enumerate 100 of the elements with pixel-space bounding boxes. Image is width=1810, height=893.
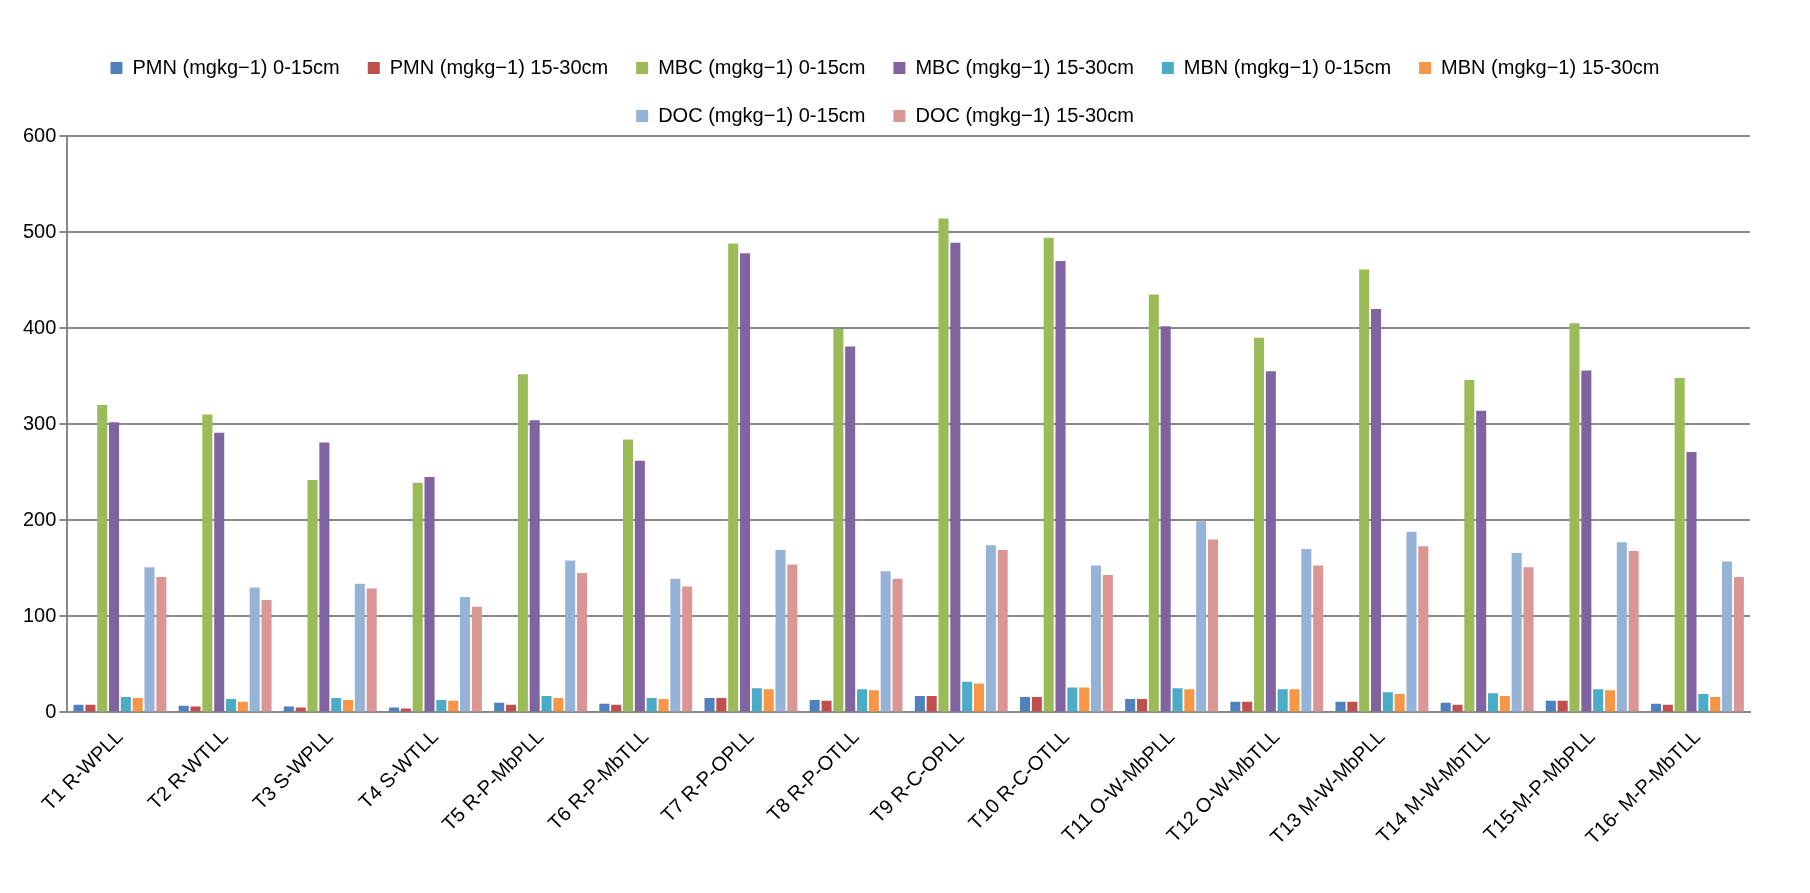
bar bbox=[471, 606, 482, 712]
bar bbox=[1370, 308, 1382, 712]
bar bbox=[1253, 337, 1265, 712]
bar bbox=[1440, 702, 1451, 712]
y-tick-label: 600 bbox=[22, 123, 57, 146]
bar bbox=[1335, 701, 1346, 712]
bar bbox=[1090, 565, 1102, 712]
bar bbox=[132, 697, 143, 712]
bar bbox=[809, 699, 820, 712]
bar bbox=[553, 697, 564, 712]
bar bbox=[1394, 694, 1405, 712]
bar bbox=[565, 560, 576, 712]
bar bbox=[1230, 701, 1241, 712]
bar bbox=[424, 477, 435, 712]
bar bbox=[1452, 704, 1463, 712]
bar bbox=[821, 700, 832, 712]
bar bbox=[541, 696, 552, 712]
legend-label: PMN (mgkg−1) 15-30cm bbox=[389, 55, 609, 78]
bar bbox=[868, 690, 879, 712]
bar bbox=[1067, 687, 1078, 712]
bar bbox=[156, 576, 167, 712]
bar bbox=[892, 578, 903, 712]
bar bbox=[1043, 237, 1054, 712]
bar bbox=[1347, 701, 1358, 712]
bar bbox=[1313, 565, 1324, 712]
bar bbox=[1476, 410, 1487, 712]
y-tick-label: 0 bbox=[45, 699, 57, 722]
bar bbox=[1148, 294, 1159, 712]
bar bbox=[1136, 698, 1148, 712]
bar bbox=[973, 683, 985, 712]
bar bbox=[331, 697, 342, 712]
bar bbox=[412, 482, 423, 712]
bar bbox=[1593, 689, 1604, 712]
y-tick-label: 400 bbox=[22, 315, 57, 338]
bar bbox=[73, 704, 84, 712]
bar bbox=[682, 586, 693, 712]
bar bbox=[436, 699, 447, 712]
bar bbox=[985, 545, 996, 712]
bar bbox=[1301, 549, 1312, 712]
bar bbox=[1545, 700, 1556, 712]
bar bbox=[833, 329, 844, 712]
bar bbox=[448, 700, 459, 712]
bar bbox=[1207, 539, 1219, 712]
bar bbox=[1569, 323, 1580, 712]
legend-label: MBC (mgkg−1) 15-30cm bbox=[915, 55, 1134, 78]
bar bbox=[763, 689, 774, 712]
bar bbox=[120, 697, 131, 712]
bar bbox=[787, 564, 798, 712]
bar bbox=[1418, 546, 1429, 712]
bar bbox=[914, 696, 925, 712]
bar bbox=[599, 703, 610, 712]
bar bbox=[1733, 576, 1744, 712]
y-tick-label: 500 bbox=[22, 219, 57, 242]
y-tick-label: 300 bbox=[22, 411, 57, 434]
bar bbox=[856, 689, 868, 712]
bar bbox=[506, 704, 517, 712]
bar bbox=[1650, 703, 1662, 712]
bar bbox=[366, 588, 377, 712]
bar bbox=[1698, 694, 1709, 712]
bar bbox=[1382, 692, 1393, 712]
bar bbox=[214, 432, 225, 712]
bar bbox=[646, 697, 657, 712]
bar bbox=[880, 571, 891, 712]
bar bbox=[459, 597, 471, 712]
bar bbox=[226, 698, 237, 712]
bar bbox=[1289, 689, 1300, 712]
bar bbox=[1464, 380, 1475, 712]
bar bbox=[962, 681, 973, 712]
bar bbox=[1406, 531, 1417, 712]
bar bbox=[517, 374, 528, 712]
bar bbox=[1055, 260, 1066, 712]
bar bbox=[1581, 370, 1592, 712]
bar bbox=[1242, 701, 1253, 712]
bar bbox=[1277, 689, 1288, 712]
bar bbox=[728, 243, 739, 712]
y-tick-label: 100 bbox=[22, 603, 57, 626]
bar bbox=[1160, 326, 1171, 712]
bar bbox=[634, 460, 645, 712]
bar bbox=[1511, 552, 1522, 712]
bar bbox=[1686, 452, 1697, 712]
bar bbox=[529, 420, 540, 712]
bar bbox=[1125, 698, 1136, 712]
bar bbox=[739, 253, 751, 712]
bar bbox=[1523, 567, 1534, 712]
bar bbox=[494, 702, 505, 712]
bar bbox=[775, 550, 786, 712]
legend-label: PMN (mgkg−1) 0-15cm bbox=[132, 55, 340, 78]
bar bbox=[202, 414, 213, 712]
bar bbox=[1628, 550, 1639, 712]
bar bbox=[1102, 575, 1113, 712]
bar bbox=[1265, 371, 1276, 712]
bar bbox=[85, 704, 96, 712]
bar bbox=[319, 442, 330, 712]
legend-label: DOC (mgkg−1) 15-30cm bbox=[915, 103, 1134, 126]
bar bbox=[97, 404, 108, 712]
bar bbox=[716, 697, 727, 712]
bar bbox=[1020, 697, 1031, 712]
bar bbox=[249, 587, 260, 712]
legend-label: MBN (mgkg−1) 0-15cm bbox=[1183, 55, 1392, 78]
bar bbox=[658, 698, 669, 712]
